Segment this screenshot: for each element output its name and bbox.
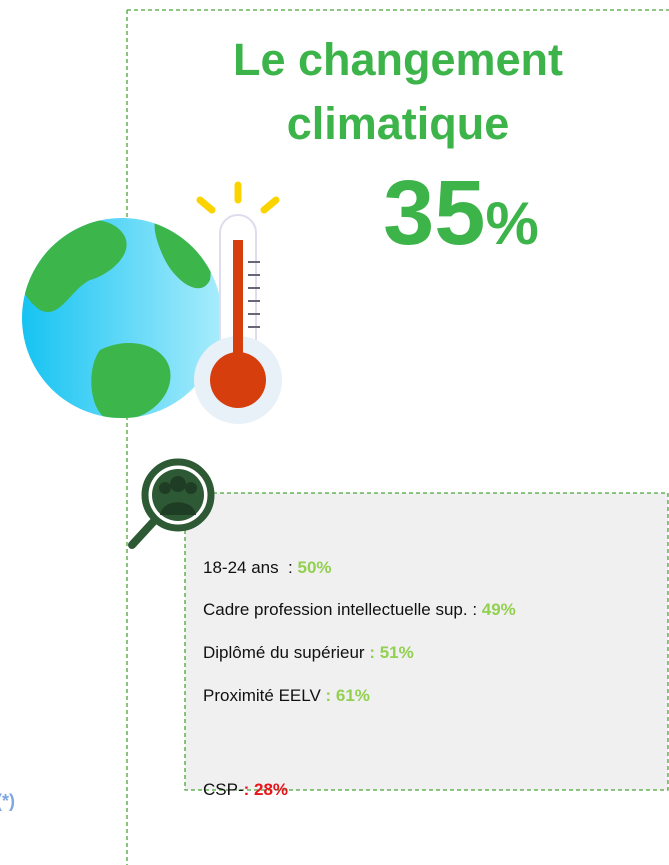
detail-value: : 51% [365, 643, 414, 662]
headline-unit: % [485, 190, 538, 257]
detail-value: 50% [298, 558, 332, 577]
detail-row: 18-24 ans : 50% [203, 558, 332, 578]
detail-row: Proximité EELV : 61% [203, 686, 370, 706]
detail-row: Diplômé du supérieur : 51% [203, 643, 414, 663]
detail-label: Proximité EELV [203, 686, 321, 705]
footnote-marker: (*) [0, 791, 15, 812]
detail-value: 49% [482, 600, 516, 619]
detail-label: Diplômé du supérieur [203, 643, 365, 662]
page: Le changement climatique 35% (*) 18-24 a… [0, 0, 669, 865]
detail-label: 18-24 ans : [203, 558, 298, 577]
title-line: climatique [127, 98, 669, 150]
details-box [185, 493, 668, 790]
detail-row: CSP-: 28% [203, 780, 288, 800]
detail-value: : 61% [321, 686, 370, 705]
headline-value: 35 [383, 162, 485, 264]
detail-row: Cadre profession intellectuelle sup. : 4… [203, 600, 516, 620]
headline-figure: 35% [190, 158, 669, 279]
detail-label: CSP- [203, 780, 244, 799]
detail-label: Cadre profession intellectuelle sup. : [203, 600, 482, 619]
thermometer-bulb [210, 352, 266, 408]
detail-value: : 28% [244, 780, 288, 799]
title-line: Le changement [127, 34, 669, 86]
